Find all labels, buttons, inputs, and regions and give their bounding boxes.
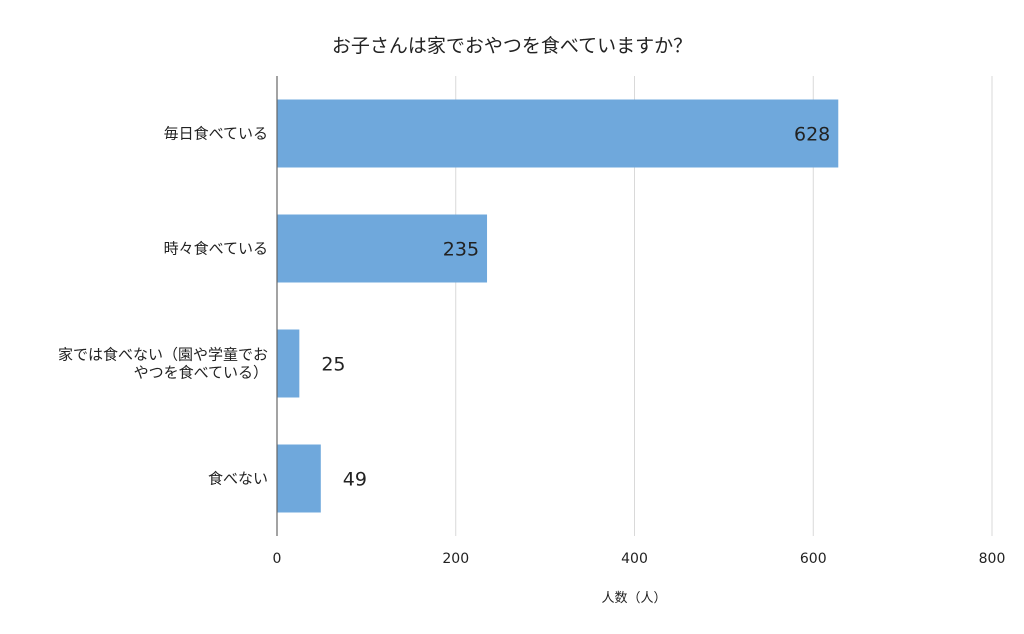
bar-3 bbox=[277, 444, 321, 513]
category-label: 時々食べている bbox=[164, 240, 268, 258]
x-tick-label: 400 bbox=[621, 551, 648, 567]
category-label: 毎日食べている bbox=[164, 125, 268, 143]
x-tick-label: 200 bbox=[442, 551, 469, 567]
bar-0 bbox=[277, 99, 839, 168]
labels: 0 200 400 600 800 毎日食べている 628 時々食べている 235 家では食べない… bbox=[58, 124, 1005, 568]
value-label: 235 bbox=[443, 239, 479, 261]
bar-1 bbox=[277, 214, 488, 283]
x-axis-title: 人数（人） bbox=[601, 591, 666, 606]
bars bbox=[277, 99, 839, 513]
category-label: 家では食べない（園や学童でお bbox=[58, 346, 268, 364]
chart-title: お子さんは家でおやつを食べていますか？ bbox=[332, 35, 692, 57]
category-label: やつを食べている） bbox=[134, 364, 268, 382]
value-label: 628 bbox=[794, 124, 830, 146]
x-tick-label: 600 bbox=[800, 551, 827, 567]
x-tick-label: 800 bbox=[979, 551, 1006, 567]
category-label: 食べない bbox=[208, 470, 268, 488]
x-tick-label: 0 bbox=[273, 551, 282, 567]
value-label: 49 bbox=[343, 469, 367, 491]
bar-2 bbox=[277, 329, 300, 398]
value-label: 25 bbox=[321, 354, 345, 376]
